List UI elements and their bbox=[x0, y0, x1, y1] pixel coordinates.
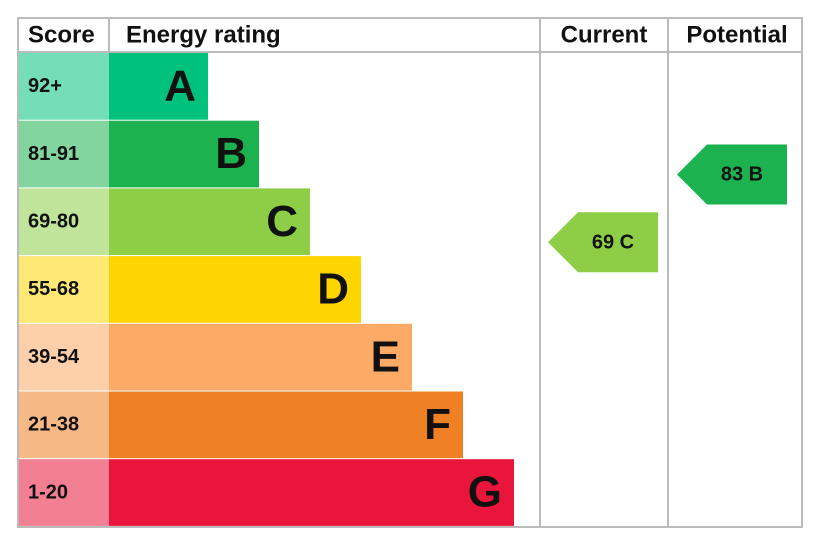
band-score: 1-20 bbox=[28, 481, 68, 503]
band-score: 39-54 bbox=[28, 346, 80, 368]
band-bar bbox=[109, 391, 463, 459]
score-cell bbox=[19, 53, 109, 120]
potential-arrow bbox=[677, 144, 787, 205]
band-score: 21-38 bbox=[28, 414, 79, 436]
band-letter: D bbox=[317, 265, 349, 314]
current-arrow bbox=[548, 212, 658, 273]
score-cell bbox=[19, 256, 109, 323]
band-letter: E bbox=[371, 332, 400, 381]
potential-rating: B bbox=[749, 164, 763, 186]
band-score: 69-80 bbox=[28, 211, 79, 233]
band-letter: A bbox=[164, 61, 196, 110]
band-letter: G bbox=[468, 468, 502, 517]
band-score: 55-68 bbox=[28, 278, 79, 300]
band-score: 92+ bbox=[28, 75, 62, 97]
score-cell bbox=[19, 323, 109, 391]
header-score: Score bbox=[28, 21, 95, 48]
header-rating: Energy rating bbox=[126, 21, 281, 48]
band-letter: F bbox=[424, 400, 451, 449]
band-bar bbox=[109, 120, 259, 188]
current-rating: C bbox=[620, 232, 634, 254]
band-letter: B bbox=[215, 129, 247, 178]
score-cell bbox=[19, 188, 109, 256]
score-cell bbox=[19, 391, 109, 459]
header-potential: Potential bbox=[686, 21, 787, 48]
band-bar bbox=[109, 459, 514, 526]
potential-label: 83 B bbox=[721, 164, 763, 186]
current-score: 69 bbox=[592, 232, 614, 254]
score-cell bbox=[19, 120, 109, 188]
potential-score: 83 bbox=[721, 164, 743, 186]
band-letter: C bbox=[266, 197, 298, 246]
band-bar bbox=[109, 256, 361, 323]
band-bar bbox=[109, 323, 412, 391]
score-cell bbox=[19, 459, 109, 526]
band-score: 81-91 bbox=[28, 143, 79, 165]
header-current: Current bbox=[561, 21, 648, 48]
band-bar bbox=[109, 188, 310, 256]
current-label: 69 C bbox=[592, 232, 634, 254]
band-bar bbox=[109, 53, 208, 120]
